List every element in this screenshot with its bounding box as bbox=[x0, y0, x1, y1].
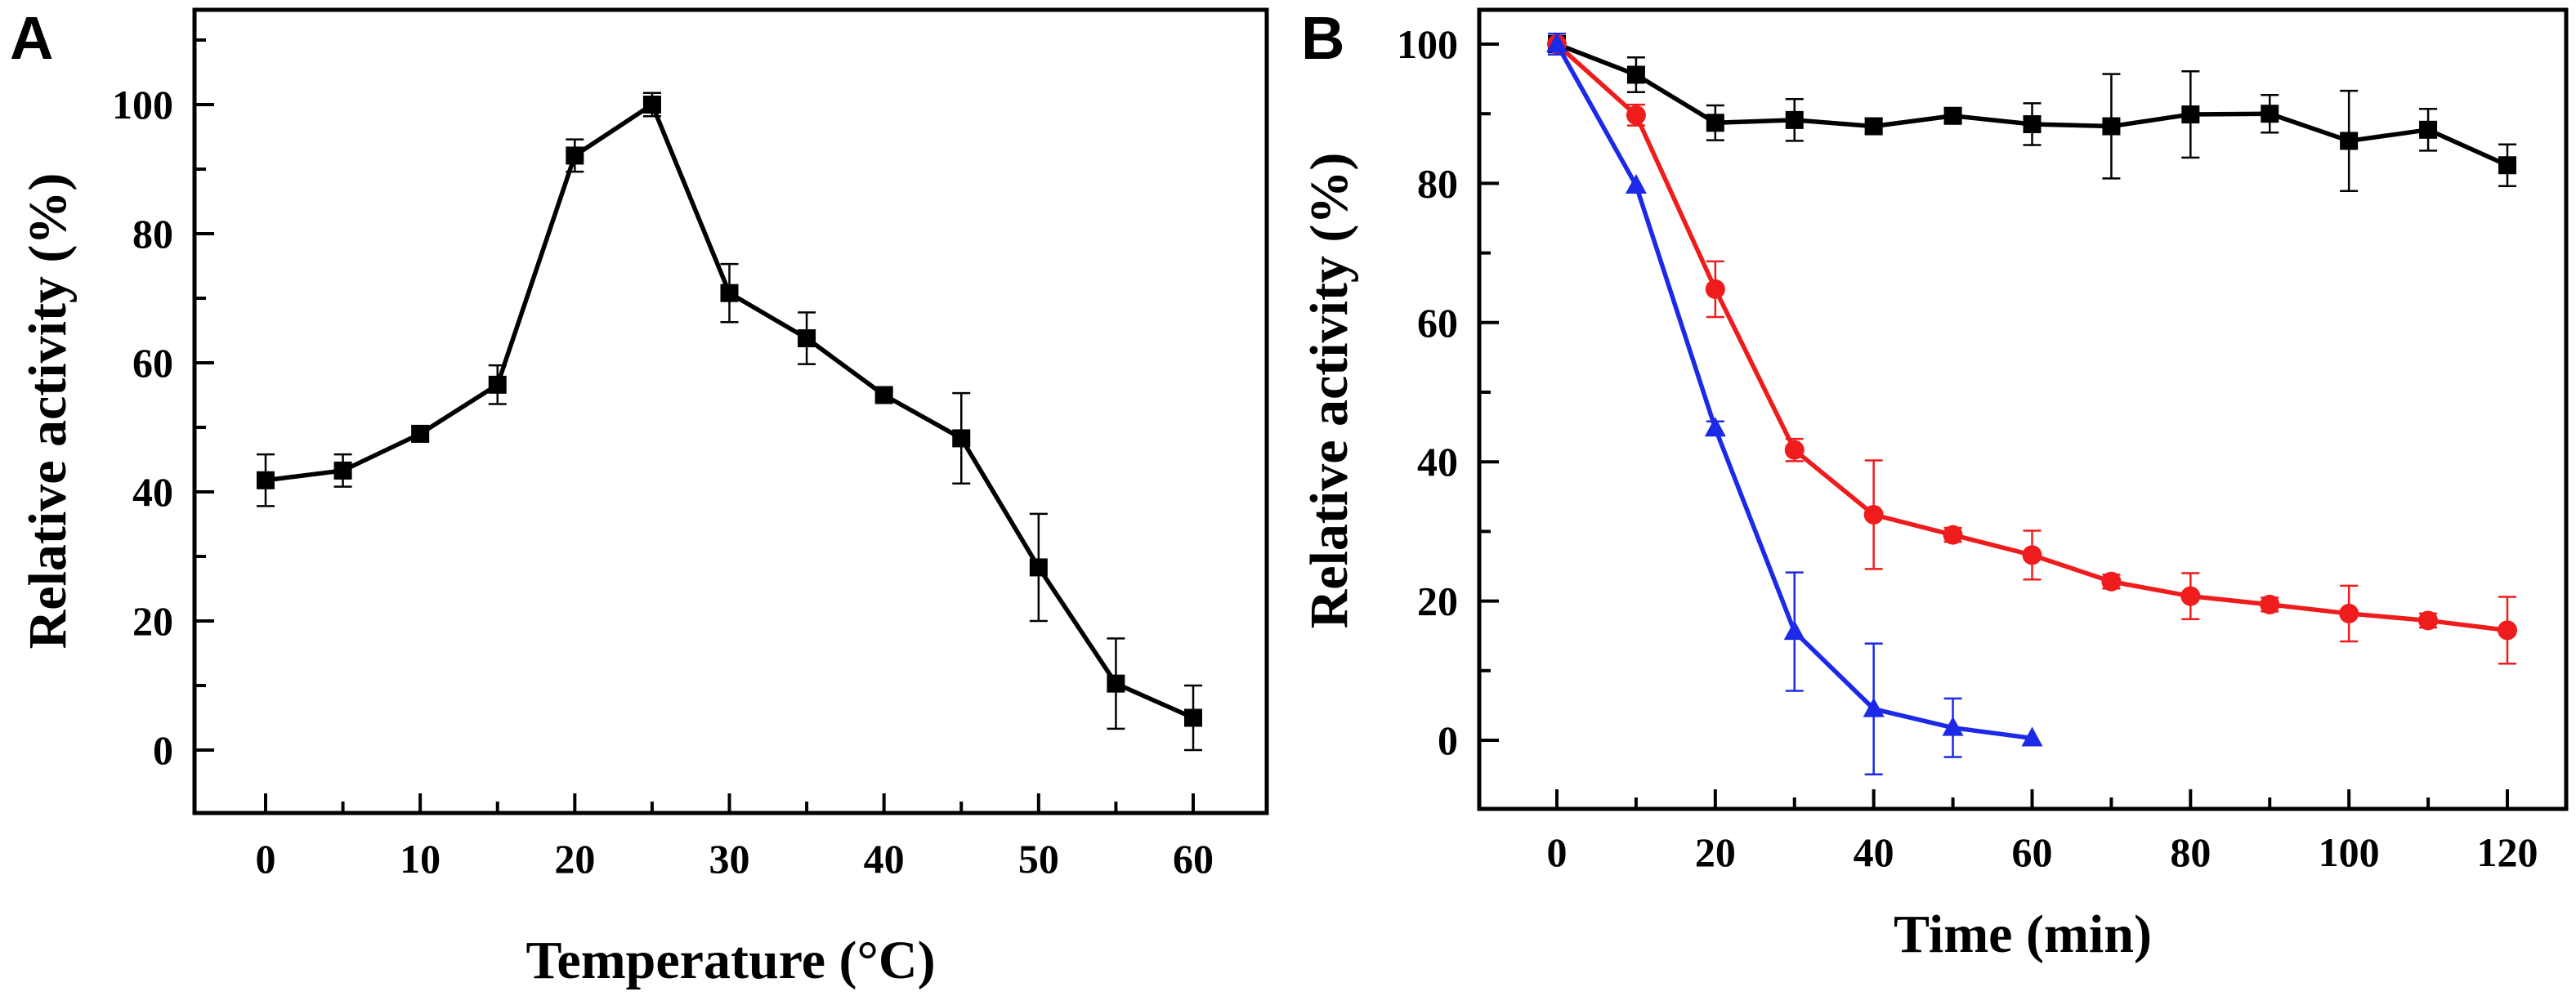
data-point bbox=[2260, 594, 2280, 614]
data-point bbox=[2181, 105, 2200, 124]
data-point bbox=[1783, 620, 1805, 641]
panel-a-x-axis-title: Temperature (°C) bbox=[525, 931, 935, 990]
data-point bbox=[1942, 716, 1964, 736]
data-point bbox=[1625, 173, 1647, 194]
x-tick-label: 120 bbox=[2477, 829, 2538, 875]
data-point bbox=[2498, 156, 2516, 175]
panel-a: A 0 10 20 30 40 50 60 0 20 40 60 80 100 Temperature… bbox=[10, 4, 1269, 990]
data-point bbox=[2418, 610, 2439, 631]
panel-a-ticks bbox=[195, 38, 1195, 813]
x-tick-label: 60 bbox=[2012, 829, 2053, 875]
y-tick-label: 20 bbox=[132, 598, 173, 644]
data-point bbox=[2021, 726, 2043, 747]
panel-a-x-tick-labels: 0 10 20 30 40 50 60 bbox=[256, 836, 1214, 882]
data-point bbox=[1943, 525, 1963, 545]
series-line bbox=[265, 102, 1195, 721]
panel-b-label: B bbox=[1301, 4, 1344, 72]
data-point bbox=[1706, 114, 1724, 132]
y-tick-label: 60 bbox=[132, 340, 173, 386]
x-tick-label: 80 bbox=[2170, 829, 2211, 875]
series-red-circles bbox=[1547, 32, 2517, 665]
data-point bbox=[1864, 117, 1883, 136]
x-tick-label: 50 bbox=[1018, 836, 1059, 882]
panel-b: B 0 20 40 60 80 100 120 0 20 40 60 80 100 Time (min… bbox=[1299, 4, 2569, 964]
panel-b-y-tick-labels: 0 20 40 60 80 100 bbox=[1397, 21, 1458, 763]
x-tick-label: 0 bbox=[1547, 829, 1568, 875]
panel-b-y-axis-title: Relative activity (%) bbox=[1299, 153, 1359, 629]
data-point bbox=[2102, 117, 2121, 136]
data-point bbox=[2023, 114, 2042, 133]
y-tick-label: 80 bbox=[132, 211, 173, 257]
y-tick-label: 40 bbox=[1417, 439, 1458, 485]
panel-a-label: A bbox=[10, 4, 53, 72]
data-point bbox=[1546, 33, 1568, 52]
series-activity bbox=[257, 92, 1202, 752]
y-tick-label: 40 bbox=[132, 469, 173, 515]
data-point bbox=[2339, 603, 2359, 623]
data-point bbox=[2498, 620, 2517, 641]
y-tick-label: 60 bbox=[1417, 300, 1458, 346]
y-tick-label: 0 bbox=[153, 727, 173, 773]
x-tick-label: 30 bbox=[709, 836, 750, 882]
data-point bbox=[1184, 708, 1202, 727]
data-point bbox=[488, 375, 507, 394]
panel-b-plot-area bbox=[1546, 32, 2517, 775]
panel-b-frame bbox=[1477, 7, 2569, 811]
data-point bbox=[2022, 545, 2042, 565]
data-point bbox=[411, 424, 430, 443]
y-tick-label: 100 bbox=[1397, 21, 1458, 67]
data-point bbox=[2261, 105, 2279, 123]
panel-b-ticks bbox=[1479, 42, 2509, 809]
data-point bbox=[333, 461, 352, 480]
x-tick-label: 40 bbox=[864, 836, 905, 882]
data-point bbox=[1785, 110, 1804, 129]
panel-a-y-tick-labels: 0 20 40 60 80 100 bbox=[112, 82, 173, 773]
y-tick-label: 80 bbox=[1417, 160, 1458, 206]
y-tick-label: 0 bbox=[1438, 717, 1458, 763]
data-point bbox=[952, 429, 971, 448]
x-tick-label: 100 bbox=[2319, 829, 2380, 875]
x-tick-label: 60 bbox=[1173, 836, 1214, 882]
x-tick-label: 40 bbox=[1854, 829, 1894, 875]
x-tick-label: 0 bbox=[256, 836, 276, 882]
x-tick-label: 20 bbox=[1695, 829, 1736, 875]
x-tick-label: 10 bbox=[400, 836, 441, 882]
panel-a-plot-area bbox=[257, 92, 1202, 752]
data-point bbox=[1705, 279, 1725, 299]
series-black-squares bbox=[1548, 32, 2516, 193]
data-point bbox=[1626, 65, 1645, 84]
data-point bbox=[1943, 106, 1962, 125]
data-point bbox=[720, 284, 739, 302]
data-point bbox=[798, 328, 816, 347]
data-point bbox=[1863, 697, 1885, 717]
panel-b-x-tick-labels: 0 20 40 60 80 100 120 bbox=[1547, 829, 2538, 875]
data-point bbox=[874, 386, 893, 404]
panel-b-x-axis-title: Time (min) bbox=[1894, 904, 2152, 964]
data-point bbox=[1784, 440, 1805, 460]
data-point bbox=[257, 471, 275, 489]
series-blue-triangles bbox=[1546, 32, 2043, 775]
y-tick-label: 100 bbox=[112, 82, 173, 127]
data-point bbox=[2419, 120, 2438, 139]
data-point bbox=[1029, 558, 1048, 577]
panel-a-y-axis-title: Relative activity (%) bbox=[18, 173, 78, 650]
data-point bbox=[1107, 674, 1125, 693]
data-point bbox=[1626, 105, 1646, 125]
data-point bbox=[1704, 417, 1726, 437]
data-point bbox=[2340, 132, 2359, 150]
data-point bbox=[2101, 571, 2122, 592]
y-tick-label: 20 bbox=[1417, 578, 1458, 624]
x-tick-label: 20 bbox=[554, 836, 595, 882]
data-point bbox=[1863, 504, 1884, 525]
data-point bbox=[2180, 586, 2201, 606]
data-point bbox=[566, 146, 584, 165]
data-point bbox=[642, 96, 661, 114]
panel-a-frame bbox=[192, 7, 1269, 815]
